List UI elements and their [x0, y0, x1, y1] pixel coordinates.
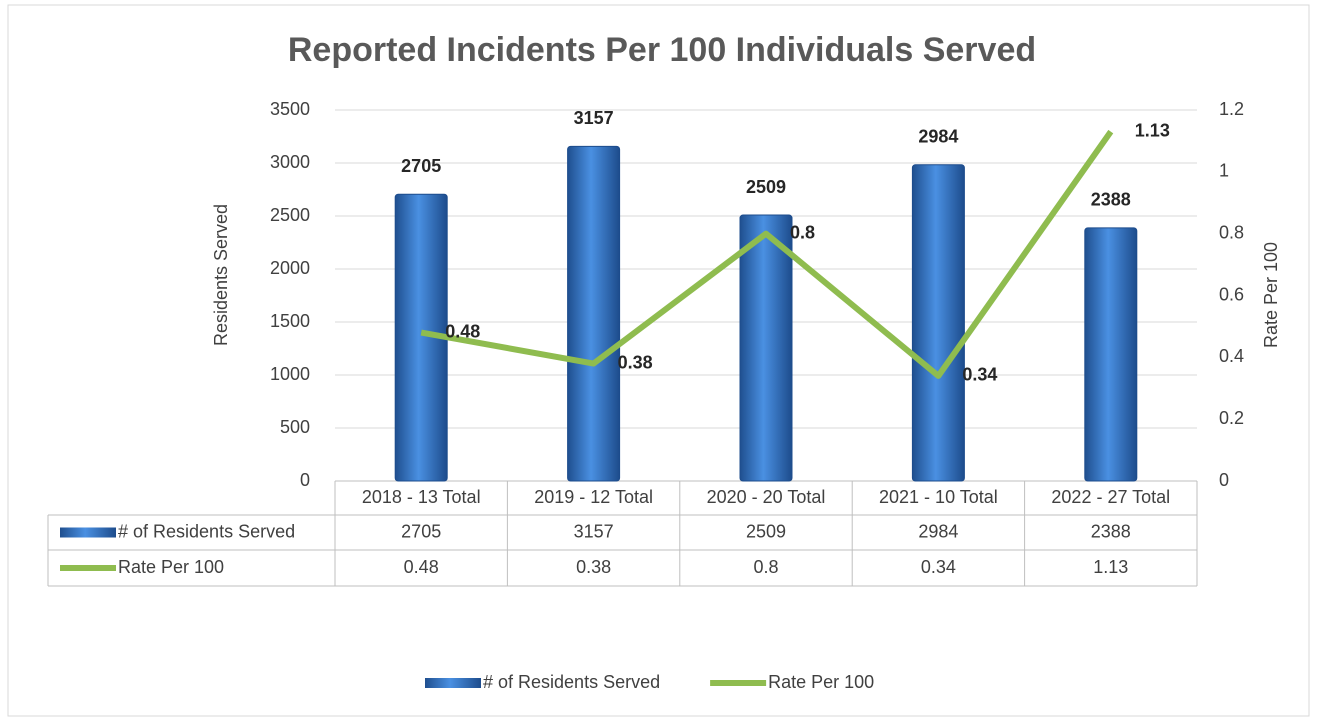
chart-title: Reported Incidents Per 100 Individuals S…	[288, 31, 1036, 69]
data-label: 0.48	[445, 321, 480, 341]
y2-tick-label: 0.8	[1219, 222, 1244, 242]
table-cell: 2509	[746, 521, 786, 541]
bar	[567, 145, 621, 482]
y-tick-label: 0	[300, 470, 310, 490]
y-tick-label: 500	[280, 417, 310, 437]
y-tick-label: 3500	[270, 99, 310, 119]
legend-key	[60, 527, 116, 538]
data-label: 2509	[746, 177, 786, 197]
y2-tick-label: 0.6	[1219, 284, 1244, 304]
y2-tick-label: 1	[1219, 161, 1229, 181]
table-cell: 2388	[1091, 521, 1131, 541]
table-cell: 2705	[401, 521, 441, 541]
bar	[911, 164, 965, 482]
table-cell: 3157	[574, 521, 614, 541]
legend-key	[425, 678, 481, 688]
y2-axis-label: Rate Per 100	[1261, 242, 1281, 348]
data-label: 0.8	[790, 222, 815, 242]
data-label: 3157	[574, 108, 614, 128]
y-tick-label: 2500	[270, 205, 310, 225]
x-tick-label: 2018 - 13 Total	[362, 487, 481, 507]
data-label: 0.38	[618, 352, 653, 372]
bar	[739, 214, 793, 482]
data-label: 0.34	[962, 365, 997, 385]
table-cell: 1.13	[1093, 557, 1128, 577]
legend-label: # of Residents Served	[483, 672, 660, 692]
data-label: 2388	[1091, 190, 1131, 210]
table-cell: 2984	[918, 521, 958, 541]
y-tick-label: 2000	[270, 258, 310, 278]
x-tick-label: 2021 - 10 Total	[879, 487, 998, 507]
line	[420, 129, 1114, 379]
table-cell: 0.38	[576, 557, 611, 577]
y2-tick-label: 1.2	[1219, 99, 1244, 119]
table-cell: 0.34	[921, 557, 956, 577]
x-tick-label: 2020 - 20 Total	[707, 487, 826, 507]
y2-tick-label: 0	[1219, 470, 1229, 490]
y2-tick-label: 0.4	[1219, 346, 1244, 366]
table-cell: 0.8	[753, 557, 778, 577]
y-tick-label: 1000	[270, 364, 310, 384]
bar	[1084, 227, 1138, 482]
table-row-label: # of Residents Served	[118, 521, 295, 541]
table-cell: 0.48	[404, 557, 439, 577]
data-label: 2984	[918, 126, 958, 146]
y2-tick-label: 0.2	[1219, 408, 1244, 428]
x-tick-label: 2019 - 12 Total	[534, 487, 653, 507]
y-tick-label: 1500	[270, 311, 310, 331]
data-label: 1.13	[1135, 120, 1170, 140]
y-axis-label: Residents Served	[211, 204, 231, 346]
x-tick-label: 2022 - 27 Total	[1051, 487, 1170, 507]
table-row-label: Rate Per 100	[118, 557, 224, 577]
legend-label: Rate Per 100	[768, 672, 874, 692]
data-label: 2705	[401, 156, 441, 176]
y-tick-label: 3000	[270, 152, 310, 172]
